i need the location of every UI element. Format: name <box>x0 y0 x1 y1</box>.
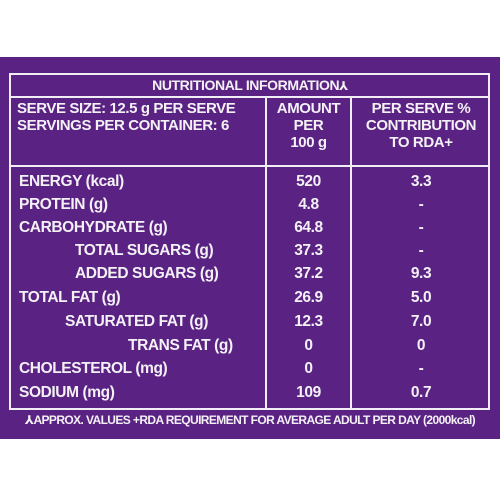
row-label-cholesterol: CHOLESTEROL (mg) <box>19 360 168 377</box>
column-divider-2 <box>350 97 352 410</box>
row-amount-carbohydrate: 64.8 <box>294 219 323 236</box>
row-amount-energy: 520 <box>296 173 321 190</box>
header-divider <box>9 165 490 167</box>
row-amount-added-sugars: 37.2 <box>294 265 323 282</box>
row-rda-trans-fat: 0 <box>416 337 426 354</box>
column-divider-1 <box>265 97 267 410</box>
row-rda-added-sugars: 9.3 <box>410 265 432 282</box>
row-rda-energy: 3.3 <box>410 173 432 190</box>
row-label-total-fat: TOTAL FAT (g) <box>19 289 121 306</box>
footnote: ⅄APPROX. VALUES +RDA REQUIREMENT FOR AVE… <box>24 413 476 427</box>
row-label-saturated-fat: SATURATED FAT (g) <box>65 313 209 330</box>
contribution-header-line-3: TO RDA+ <box>389 134 453 151</box>
row-rda-total-sugars: - <box>418 242 424 259</box>
amount-header-line-3: 100 g <box>290 134 327 151</box>
amount-header-line-1: AMOUNT <box>276 100 341 117</box>
table-title: NUTRITIONAL INFORMATION⅄ <box>152 77 348 93</box>
contribution-header-line-2: CONTRIBUTION <box>365 117 477 134</box>
row-amount-protein: 4.8 <box>298 196 319 213</box>
title-divider <box>9 96 490 98</box>
amount-header-line-2: PER <box>293 117 324 134</box>
row-rda-cholesterol: - <box>418 360 424 377</box>
row-label-trans-fat: TRANS FAT (g) <box>128 337 233 354</box>
row-amount-trans-fat: 0 <box>304 337 313 354</box>
row-amount-total-sugars: 37.3 <box>294 242 323 259</box>
row-rda-total-fat: 5.0 <box>410 289 432 306</box>
row-label-energy: ENERGY (kcal) <box>19 173 124 190</box>
row-label-added-sugars: ADDED SUGARS (g) <box>75 265 219 282</box>
row-rda-carbohydrate: - <box>418 219 424 236</box>
serve-size: SERVE SIZE: 12.5 g PER SERVE <box>17 100 236 117</box>
contribution-header-line-1: PER SERVE % <box>371 100 471 117</box>
row-rda-protein: - <box>418 196 424 213</box>
row-amount-cholesterol: 0 <box>304 360 313 377</box>
row-label-total-sugars: TOTAL SUGARS (g) <box>75 242 214 259</box>
row-amount-saturated-fat: 12.3 <box>294 313 323 330</box>
servings-per-container: SERVINGS PER CONTAINER: 6 <box>17 117 229 134</box>
row-rda-sodium: 0.7 <box>410 384 432 401</box>
row-amount-total-fat: 26.9 <box>294 289 323 306</box>
row-label-sodium: SODIUM (mg) <box>19 384 115 401</box>
row-label-carbohydrate: CARBOHYDRATE (g) <box>19 219 168 236</box>
row-rda-saturated-fat: 7.0 <box>410 313 432 330</box>
table-frame <box>9 73 490 410</box>
row-amount-sodium: 109 <box>296 384 321 401</box>
nutrition-panel <box>0 57 500 439</box>
row-label-protein: PROTEIN (g) <box>19 196 108 213</box>
